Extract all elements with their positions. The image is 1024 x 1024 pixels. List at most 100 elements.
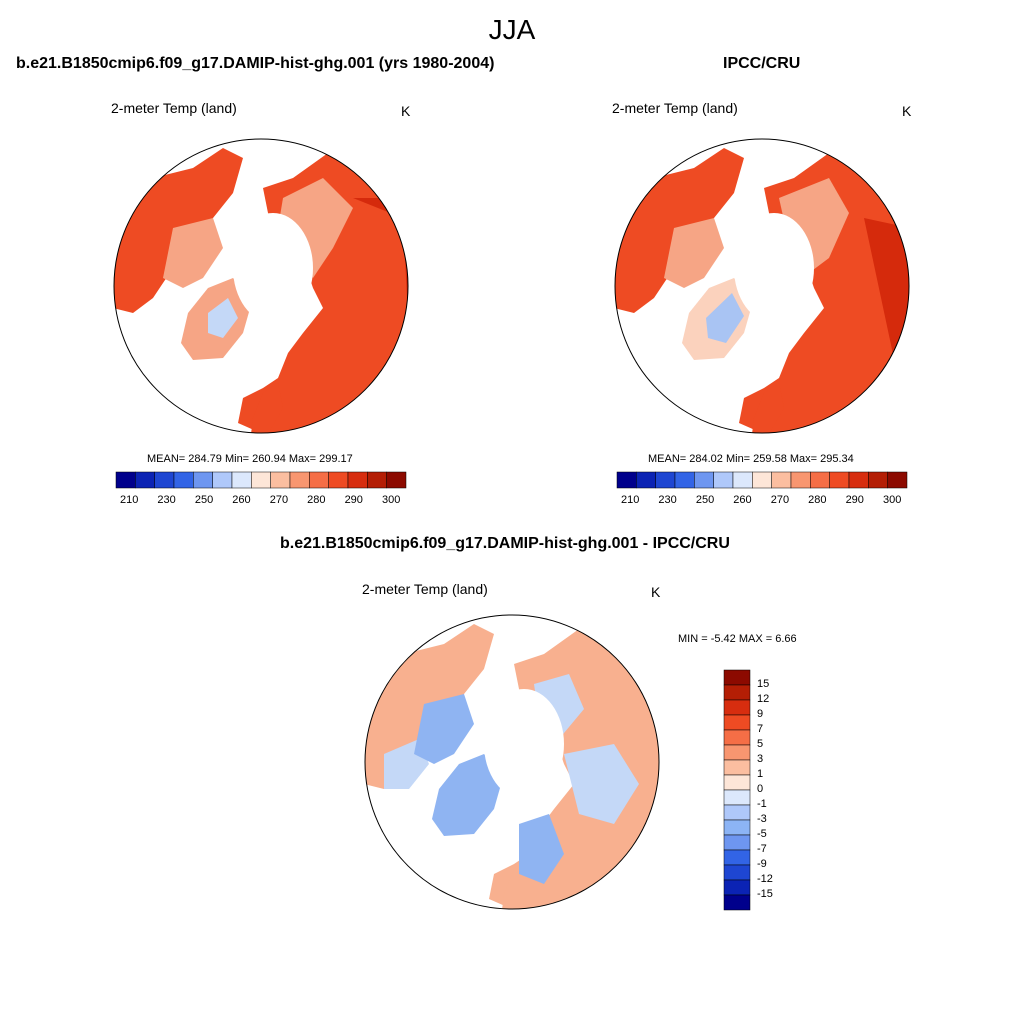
- panel2-colorbar-tick-label: 210: [621, 494, 640, 506]
- panel3-colorbar-swatch: [723, 744, 751, 761]
- panel3-colorbar-tick-label: 12: [757, 693, 770, 705]
- panel1-colorbar-tick-label: 290: [344, 494, 363, 506]
- panel3-colorbar-swatch: [723, 759, 751, 776]
- panel1-colorbar-tick-label: 280: [307, 494, 326, 506]
- panel1-colorbar-swatch: [251, 471, 271, 489]
- panel2-colorbar-tick-label: 300: [883, 494, 902, 506]
- panel1-colorbar-swatch: [347, 471, 368, 489]
- panel2-colorbar-swatch: [655, 471, 676, 489]
- panel2-units: K: [902, 103, 912, 119]
- panel3-colorbar-tick-label: 9: [757, 708, 764, 720]
- panel3-colorbar-tick-label: 7: [757, 723, 764, 735]
- panel3-polar-map: [364, 614, 660, 910]
- panel3-colorbar-swatch: [723, 894, 751, 911]
- panel3-colorbar-tick-label: 0: [757, 783, 764, 795]
- panel3-colorbar-tick-label: 3: [757, 753, 764, 765]
- panel2-europe-land: [752, 383, 784, 433]
- panel2-colorbar-swatch: [674, 471, 695, 489]
- panel1-colorbar-swatch: [309, 471, 329, 489]
- panel3-colorbar-swatch: [723, 819, 751, 836]
- panel2-colorbar-swatch: [752, 471, 772, 489]
- panel2-colorbar-swatch: [848, 471, 869, 489]
- panel3-colorbar-tick-label: 5: [757, 738, 764, 750]
- panel2-stats: MEAN= 284.02 Min= 259.58 Max= 295.34: [648, 453, 854, 465]
- panel1-stats: MEAN= 284.79 Min= 260.94 Max= 299.17: [147, 453, 353, 465]
- panel3-scandinavia-cool: [519, 814, 564, 884]
- panel2-colorbar-swatch: [829, 471, 850, 489]
- panel3-colorbar-swatch: [723, 879, 751, 896]
- panel3-colorbar-tick-label: -3: [757, 813, 767, 825]
- panel2-colorbar-swatch: [636, 471, 656, 489]
- panel1-title: b.e21.B1850cmip6.f09_g17.DAMIP-hist-ghg.…: [16, 55, 495, 72]
- panel1-colorbar-tick-label: 230: [157, 494, 176, 506]
- panel1-colorbar-tick-label: 300: [382, 494, 401, 506]
- panel3-colorbar-swatch: [723, 864, 751, 881]
- panel1-colorbar-swatch: [115, 471, 136, 489]
- panel2-colorbar-tick-label: 250: [695, 494, 715, 506]
- panel3-colorbar-tick-label: -9: [757, 858, 767, 870]
- panel3-colorbar-swatch: [723, 669, 751, 686]
- panel2-colorbar-tick-label: 230: [658, 494, 677, 506]
- panel1-colorbar-tick-label: 270: [269, 494, 289, 506]
- panel1-colorbar-swatch: [173, 471, 194, 489]
- panel3-colorbar-swatch: [723, 789, 751, 806]
- panel1-colorbar-swatch: [231, 471, 252, 489]
- panel3-units: K: [651, 584, 661, 600]
- panel3-colorbar-swatch: [723, 834, 751, 851]
- panel1-colorbar-swatch: [135, 471, 155, 489]
- figure-title: JJA: [488, 14, 536, 45]
- panel1-colorbar-tick-label: 210: [120, 494, 139, 506]
- panel3-colorbar-swatch: [723, 729, 751, 746]
- panel1-colorbar-swatch: [367, 471, 387, 489]
- panel1-colorbar-swatch: [386, 471, 407, 489]
- panel3-title: b.e21.B1850cmip6.f09_g17.DAMIP-hist-ghg.…: [280, 535, 730, 552]
- panel3-colorbar-swatch: [723, 774, 751, 791]
- panel2-greenland-ice: [706, 293, 744, 343]
- panel3-colorbar-swatch: [723, 849, 751, 866]
- panel1-polar-map: [113, 138, 409, 434]
- panel2-colorbar-tick-label: 270: [770, 494, 790, 506]
- panel2-colorbar-swatch: [616, 471, 637, 489]
- panel2-colorbar-swatch: [868, 471, 888, 489]
- panel3-colorbar-tick-label: 1: [757, 768, 764, 780]
- panel3-stats: MIN = -5.42 MAX = 6.66: [678, 633, 797, 645]
- panel3-colorbar-tick-label: -5: [757, 828, 767, 840]
- panel2-arctic-archipelago: [664, 218, 724, 288]
- panel3-colorbar-swatch: [723, 699, 751, 716]
- panel3-colorbar-swatch: [723, 804, 751, 821]
- panel1-units: K: [401, 103, 411, 119]
- panel2-colorbar-swatch: [713, 471, 734, 489]
- panel3-variable: 2-meter Temp (land): [362, 581, 488, 597]
- panel1-colorbar-swatch: [193, 471, 213, 489]
- panel2-colorbar-tick-label: 280: [808, 494, 827, 506]
- panel2-polar-map: [614, 138, 910, 434]
- panel3-colorbar-swatch: [723, 684, 751, 701]
- panel3-colorbar-tick-label: -15: [757, 888, 773, 900]
- panel2-colorbar-swatch: [810, 471, 830, 489]
- panel1-colorbar-swatch: [289, 471, 310, 489]
- panel1-colorbar-swatch: [212, 471, 233, 489]
- panel2-colorbar-swatch: [887, 471, 908, 489]
- panel3-greenland: [432, 754, 504, 836]
- panel1-europe-land: [251, 383, 283, 433]
- panel1-colorbar-swatch: [270, 471, 291, 489]
- panel3-arctic-archipelago: [414, 694, 474, 764]
- panel1-greenland-ice: [208, 298, 238, 338]
- panel2-colorbar: [616, 471, 908, 489]
- panel3-siberia-cool: [564, 744, 639, 824]
- panel3-colorbar-tick-label: -12: [757, 873, 773, 885]
- panel1-colorbar-tick-label: 250: [194, 494, 214, 506]
- panel3-colorbar-tick-label: -1: [757, 798, 767, 810]
- panel1-colorbar-swatch: [154, 471, 175, 489]
- panel3-colorbar: [723, 669, 751, 911]
- panel2-colorbar-swatch: [732, 471, 753, 489]
- panel2-colorbar-tick-label: 260: [733, 494, 752, 506]
- panel3-colorbar-tick-label: 15: [757, 678, 770, 690]
- panel1-colorbar-swatch: [328, 471, 349, 489]
- panel1-variable: 2-meter Temp (land): [111, 100, 237, 116]
- panel1-colorbar: [115, 471, 407, 489]
- panel2-variable: 2-meter Temp (land): [612, 100, 738, 116]
- panel1-colorbar-tick-label: 260: [232, 494, 251, 506]
- panel2-colorbar-swatch: [790, 471, 811, 489]
- panel3-colorbar-tick-label: -7: [757, 843, 767, 855]
